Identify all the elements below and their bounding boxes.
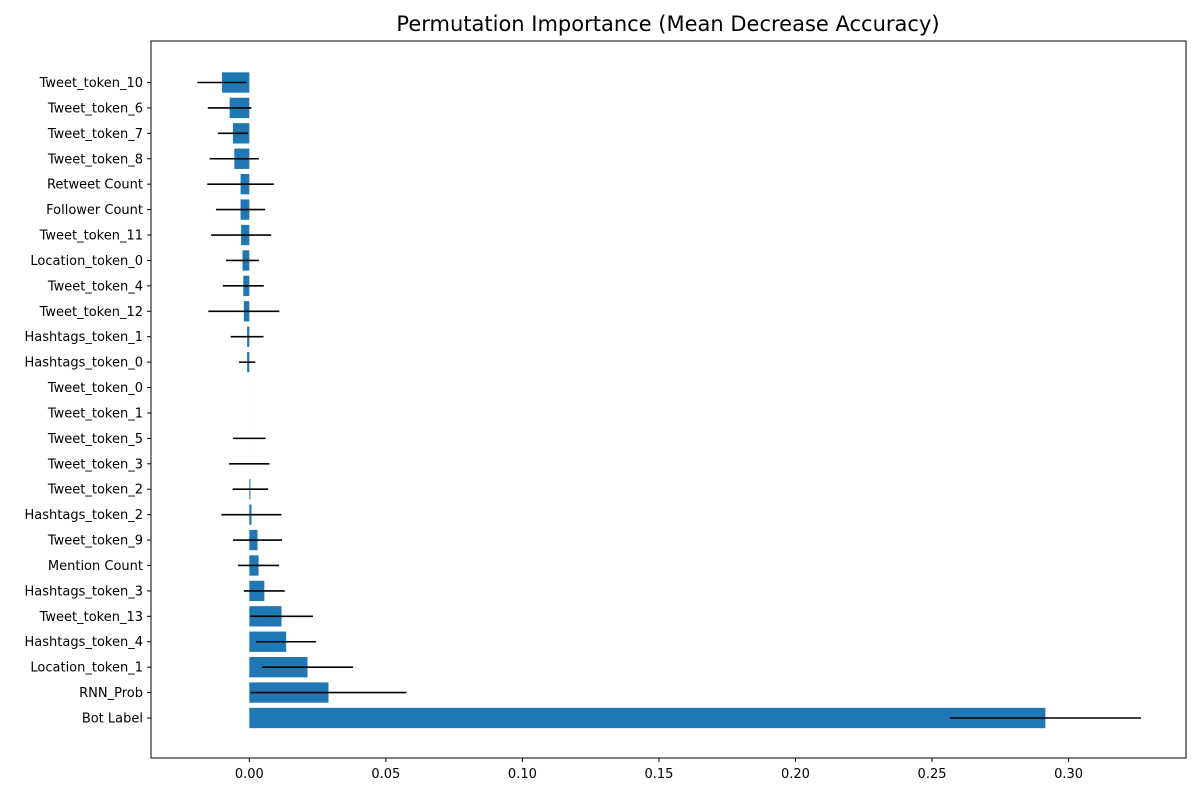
y-tick-label: Tweet_token_0 bbox=[47, 381, 143, 396]
y-tick-label: Follower Count bbox=[46, 203, 143, 218]
y-tick-label: Hashtags_token_2 bbox=[25, 508, 143, 523]
x-tick-label: 0.20 bbox=[781, 767, 810, 782]
y-tick-label: Tweet_token_5 bbox=[47, 432, 143, 447]
x-tick-label: 0.05 bbox=[371, 767, 400, 782]
y-tick-label: Hashtags_token_3 bbox=[25, 584, 143, 599]
y-tick-label: Bot Label bbox=[82, 712, 143, 727]
y-tick-label: Retweet Count bbox=[47, 178, 143, 193]
x-tick-label: 0.25 bbox=[918, 767, 947, 782]
y-tick-label: Mention Count bbox=[48, 559, 143, 574]
y-tick-label: Tweet_token_10 bbox=[39, 76, 143, 91]
y-tick-label: Hashtags_token_4 bbox=[25, 635, 143, 650]
y-tick-label: Tweet_token_11 bbox=[39, 229, 143, 244]
y-tick-label: Tweet_token_9 bbox=[47, 534, 143, 549]
x-tick-label: 0.00 bbox=[235, 767, 264, 782]
y-tick-label: Tweet_token_12 bbox=[39, 305, 143, 320]
y-tick-label: Tweet_token_4 bbox=[47, 279, 143, 294]
y-tick-label: Tweet_token_13 bbox=[39, 610, 143, 625]
y-tick-label: Tweet_token_2 bbox=[47, 483, 143, 498]
bar-25 bbox=[249, 708, 1045, 728]
x-tick-label: 0.10 bbox=[508, 767, 537, 782]
y-tick-label: Hashtags_token_0 bbox=[25, 356, 143, 371]
y-tick-label: Tweet_token_1 bbox=[47, 406, 143, 421]
plot-frame bbox=[151, 41, 1186, 758]
y-tick-label: Tweet_token_6 bbox=[47, 101, 143, 116]
axes-layer: Tweet_token_10 Tweet_token_6 Tweet_token_7… bbox=[25, 41, 1186, 782]
y-tick-label: Tweet_token_3 bbox=[47, 457, 143, 472]
y-tick-label: Location_token_0 bbox=[30, 254, 143, 269]
y-tick-label: Location_token_1 bbox=[30, 661, 143, 676]
x-tick-label: 0.30 bbox=[1054, 767, 1083, 782]
error-bars-layer bbox=[197, 83, 1141, 719]
x-tick-label: 0.15 bbox=[644, 767, 673, 782]
y-tick-label: RNN_Prob bbox=[79, 686, 143, 701]
chart-title: Permutation Importance (Mean Decrease Ac… bbox=[396, 12, 939, 36]
bars-layer bbox=[222, 72, 1045, 728]
y-tick-label: Tweet_token_8 bbox=[47, 152, 143, 167]
y-tick-label: Tweet_token_7 bbox=[47, 127, 143, 142]
y-tick-label: Hashtags_token_1 bbox=[25, 330, 143, 345]
